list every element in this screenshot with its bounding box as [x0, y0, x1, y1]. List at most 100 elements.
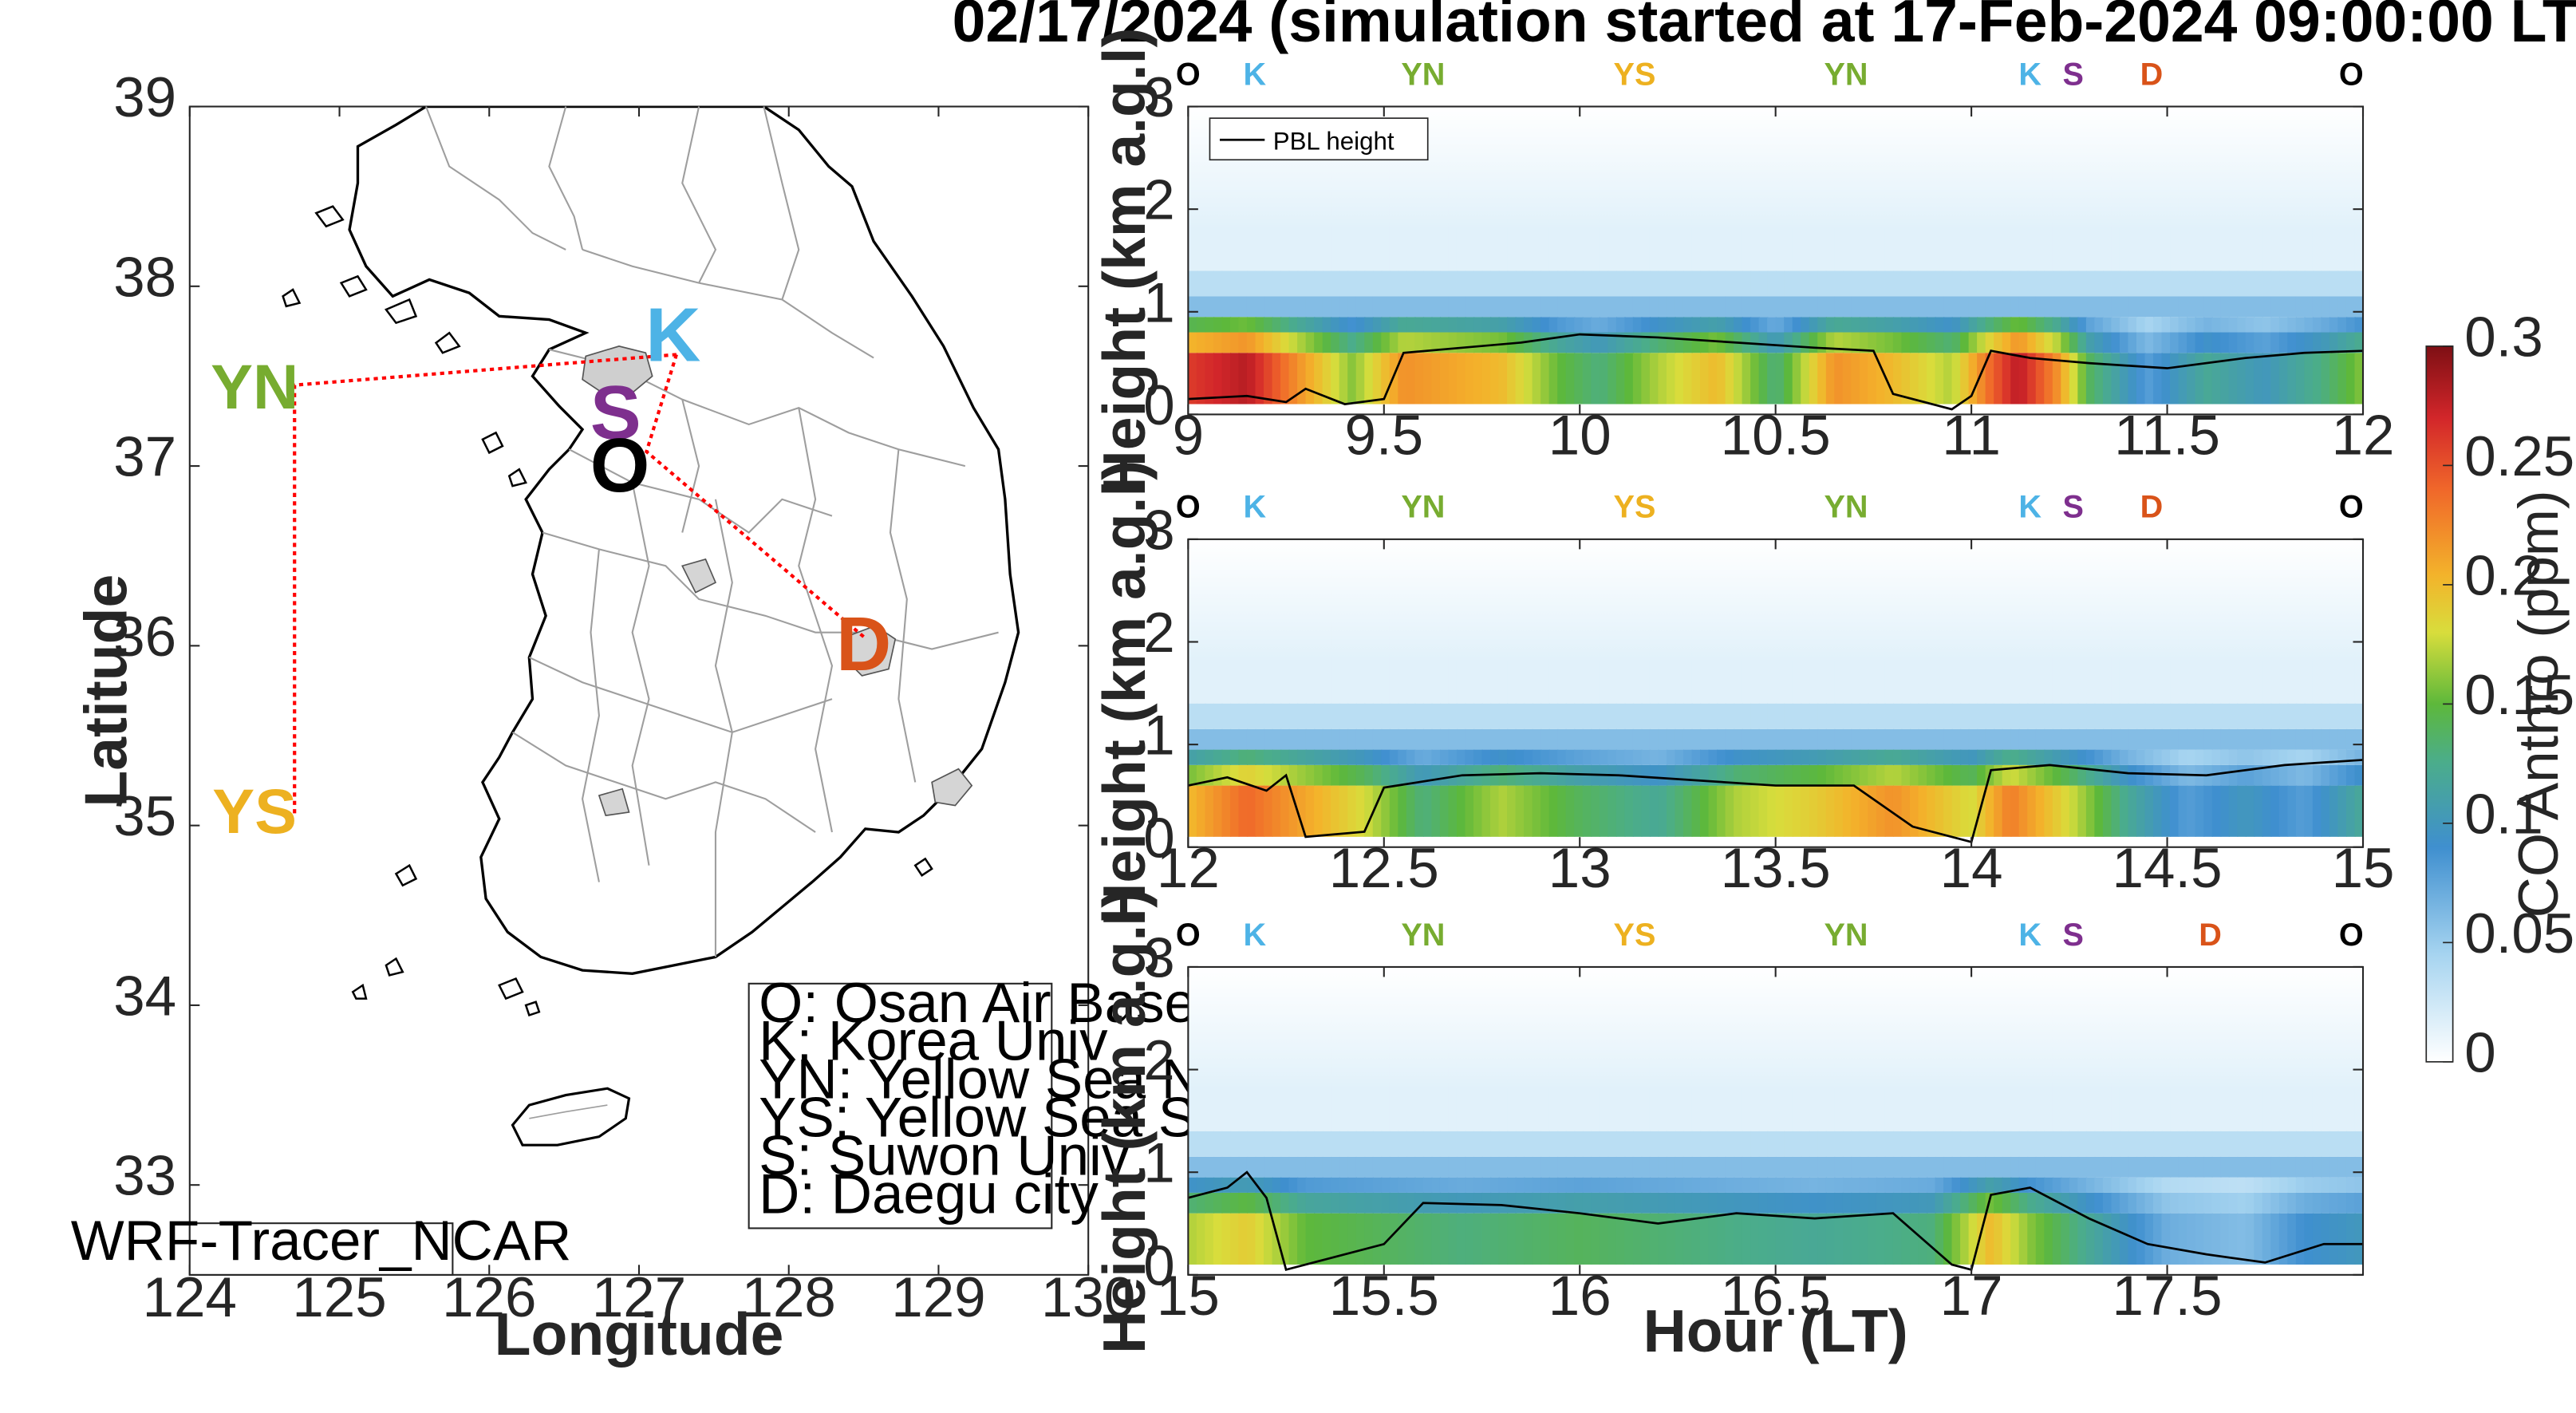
bl-column	[1347, 1213, 1357, 1265]
light-column	[1943, 1131, 1953, 1157]
bl-top-column	[1439, 764, 1450, 786]
blue-column	[1246, 296, 1256, 318]
bl-column	[1658, 353, 1668, 405]
light-column	[1246, 1131, 1256, 1157]
light-column	[1599, 703, 1609, 729]
blue-column	[1255, 1156, 1265, 1178]
blue-column	[1364, 1156, 1375, 1178]
bl-top-column	[1901, 764, 1911, 786]
light-column	[2128, 703, 2138, 729]
blue-column	[1221, 1156, 1232, 1178]
transition-column	[1229, 1177, 1240, 1193]
bl-column	[1355, 353, 1366, 405]
y-tick-label: 0	[1143, 807, 1174, 870]
bl-top-column	[1842, 764, 1852, 786]
bl-column	[1901, 1213, 1911, 1265]
transition-column	[2337, 1177, 2348, 1193]
bl-top-column	[2195, 1192, 2205, 1214]
light-column	[2228, 703, 2239, 729]
bl-column	[1456, 353, 1466, 405]
light-column	[1364, 270, 1375, 297]
bl-column	[1347, 785, 1357, 837]
blue-column	[1927, 296, 1936, 318]
site-label-s: S	[2063, 57, 2084, 92]
province-boundaries	[425, 106, 999, 957]
bl-column	[1801, 1213, 1811, 1265]
blue-column	[1717, 728, 1726, 750]
blue-column	[1994, 296, 2003, 318]
pbl-legend-label: PBL height	[1273, 128, 1395, 156]
transition-column	[1859, 1177, 1869, 1193]
light-column	[1784, 703, 1793, 729]
bl-top-column	[1851, 1192, 1861, 1214]
transition-column	[2085, 317, 2096, 333]
transition-column	[2262, 749, 2272, 765]
bl-top-column	[2278, 332, 2289, 353]
bl-column	[2102, 1213, 2112, 1265]
x-tick-label: 13	[1548, 837, 1611, 900]
light-column	[1422, 703, 1433, 729]
blue-column	[1935, 728, 1945, 750]
bl-column	[1691, 1213, 1702, 1265]
transition-column	[1909, 1177, 1919, 1193]
light-column	[1691, 1131, 1702, 1157]
transition-column	[2002, 317, 2012, 333]
x-tick-label: 12	[2332, 404, 2395, 467]
bl-top-column	[2345, 764, 2356, 786]
blue-column	[2237, 728, 2247, 750]
light-column	[1305, 270, 1316, 297]
transition-column	[1431, 749, 1442, 765]
blue-column	[2270, 728, 2281, 750]
light-column	[2161, 1131, 2172, 1157]
transition-column	[1229, 749, 1240, 765]
blue-column	[1498, 728, 1509, 750]
transition-column	[1918, 317, 1928, 333]
bl-top-column	[2002, 332, 2012, 353]
bl-top-column	[1422, 764, 1433, 786]
light-column	[1851, 1131, 1861, 1157]
blue-column	[2102, 296, 2112, 318]
bl-column	[1591, 353, 1601, 405]
transition-column	[1381, 317, 1391, 333]
bl-top-column	[1792, 1192, 1802, 1214]
concentration-field	[1188, 966, 2364, 1275]
light-column	[1398, 1131, 1408, 1157]
bl-top-column	[2195, 332, 2205, 353]
bl-top-column	[1868, 1192, 1878, 1214]
blue-column	[2069, 1156, 2079, 1178]
bl-column	[2211, 353, 2222, 405]
transition-column	[1490, 1177, 1500, 1193]
blue-column	[2278, 296, 2289, 318]
bl-top-column	[1884, 764, 1895, 786]
bl-top-column	[1758, 764, 1769, 786]
transition-column	[1314, 1177, 1324, 1193]
light-column	[1767, 1131, 1777, 1157]
light-column	[1221, 1131, 1232, 1157]
transition-column	[1691, 1177, 1702, 1193]
transition-column	[1255, 317, 1265, 333]
blue-column	[1582, 1156, 1592, 1178]
blue-column	[1264, 1156, 1273, 1178]
bl-top-column	[1582, 332, 1592, 353]
bl-top-column	[1641, 332, 1651, 353]
transition-column	[1817, 1177, 1828, 1193]
light-column	[1548, 270, 1559, 297]
blue-column	[2136, 1156, 2146, 1178]
blue-column	[1272, 728, 1282, 750]
bl-column	[1507, 353, 1517, 405]
bl-column	[2119, 785, 2129, 837]
light-column	[2061, 1131, 2071, 1157]
blue-column	[1742, 296, 1752, 318]
blue-column	[1725, 728, 1735, 750]
bl-top-column	[1859, 332, 1869, 353]
light-column	[1524, 270, 1533, 297]
blue-column	[2111, 1156, 2121, 1178]
bl-top-column	[1608, 1192, 1618, 1214]
bl-top-column	[1246, 332, 1256, 353]
transition-column	[1196, 317, 1206, 333]
transition-column	[2077, 317, 2088, 333]
bl-column	[1196, 1213, 1206, 1265]
bl-column	[1700, 353, 1710, 405]
y-axis-label: Height (km a.g.l)	[1091, 27, 1158, 493]
x-tick-label: 9.5	[1344, 404, 1423, 467]
